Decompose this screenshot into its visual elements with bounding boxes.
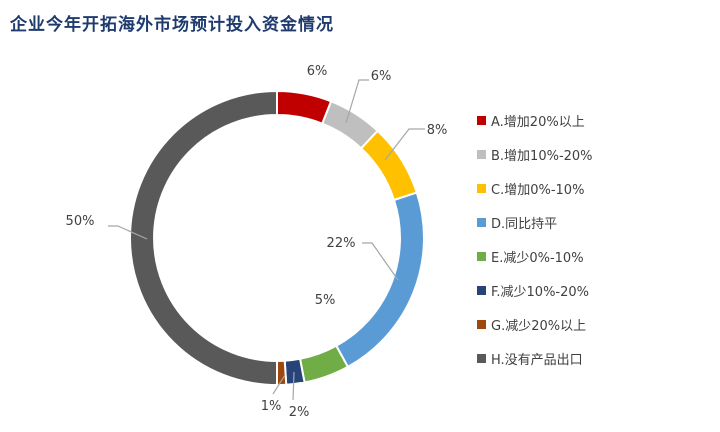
legend-swatch <box>477 251 486 261</box>
donut-slice-a <box>276 89 333 125</box>
donut-slice-f <box>283 357 306 386</box>
legend-item-h: H.没有产品出口 <box>477 341 593 375</box>
legend-item-d: D.同比持平 <box>477 205 593 239</box>
value-label-b: 6% <box>371 69 392 84</box>
value-label-e: 5% <box>315 293 336 308</box>
legend-label: E.减少0%-10% <box>491 250 584 266</box>
value-label-f: 2% <box>289 405 310 420</box>
value-label-c: 8% <box>427 123 448 138</box>
legend-swatch <box>477 217 486 227</box>
legend-label: C.增加0%-10% <box>491 182 585 198</box>
legend-item-a: A.增加20%以上 <box>477 103 593 137</box>
leader-line-b <box>345 79 369 124</box>
leader-line-h <box>108 225 148 240</box>
donut-slice-d <box>334 191 425 369</box>
legend-label: H.没有产品出口 <box>491 352 583 368</box>
legend-item-b: B.增加10%-20% <box>477 137 593 171</box>
legend-label: D.同比持平 <box>491 216 558 232</box>
legend-swatch <box>477 285 486 295</box>
legend-swatch <box>477 183 486 193</box>
legend-swatch <box>477 115 486 125</box>
leader-line-g <box>272 374 286 395</box>
leader-line-d <box>362 242 399 281</box>
legend-label: F.减少10%-20% <box>491 284 590 300</box>
leader-line-c <box>384 128 425 161</box>
donut-slice-h <box>129 89 278 387</box>
legend: A.增加20%以上 B.增加10%-20% C.增加0%-10% D.同比持平 E.减少… <box>477 103 593 375</box>
donut-slice-c <box>359 129 419 202</box>
value-label-h: 50% <box>66 214 95 229</box>
value-label-d: 22% <box>327 236 356 251</box>
value-label-g: 1% <box>261 399 282 414</box>
legend-item-g: G.减少20%以上 <box>477 307 593 341</box>
legend-item-e: E.减少0%-10% <box>477 239 593 273</box>
legend-item-c: C.增加0%-10% <box>477 171 593 205</box>
legend-swatch <box>477 149 486 159</box>
leader-line-f <box>292 371 295 401</box>
value-label-a: 6% <box>307 64 328 79</box>
chart-title: 企业今年开拓海外市场预计投入资金情况 <box>10 15 334 35</box>
legend-swatch <box>477 319 486 329</box>
legend-item-f: F.减少10%-20% <box>477 273 593 307</box>
legend-label: B.增加10%-20% <box>491 148 593 164</box>
legend-label: A.增加20%以上 <box>491 114 585 130</box>
legend-swatch <box>477 353 486 363</box>
legend-label: G.减少20%以上 <box>491 318 587 334</box>
